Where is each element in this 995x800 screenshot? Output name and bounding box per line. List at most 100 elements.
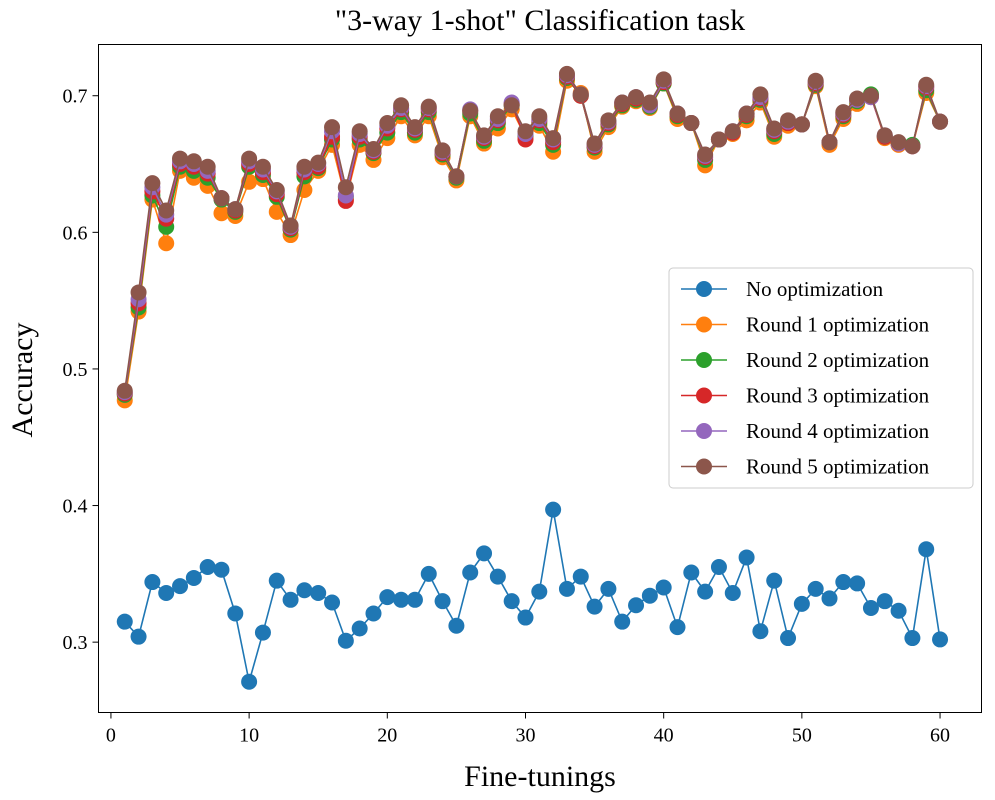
data-point: [268, 572, 285, 589]
y-axis-label: Accuracy: [6, 323, 39, 438]
data-point: [282, 217, 299, 234]
data-point: [296, 158, 313, 175]
legend-label: Round 3 optimization: [746, 384, 930, 408]
legend-item: Round 5 optimization: [681, 455, 930, 479]
legend-marker: [696, 316, 712, 333]
data-point: [130, 284, 147, 301]
data-point: [296, 582, 313, 599]
data-point: [849, 90, 866, 107]
data-point: [876, 593, 893, 610]
data-point: [227, 605, 244, 622]
x-tick-label: 60: [930, 725, 950, 747]
data-point: [697, 583, 714, 600]
data-point: [268, 181, 285, 198]
data-point: [324, 119, 341, 136]
data-point: [158, 584, 175, 601]
legend-item: Round 1 optimization: [681, 313, 930, 337]
data-point: [780, 630, 797, 647]
data-point: [116, 613, 133, 630]
data-point: [213, 190, 230, 207]
data-point: [738, 549, 755, 566]
data-point: [572, 568, 589, 585]
data-point: [365, 141, 382, 157]
data-point: [144, 175, 161, 192]
data-point: [628, 597, 645, 614]
data-point: [213, 561, 230, 578]
data-point: [821, 590, 838, 607]
data-point: [600, 580, 617, 597]
data-point: [406, 119, 423, 136]
data-point: [724, 123, 741, 140]
data-point: [932, 113, 949, 130]
data-point: [172, 150, 189, 167]
data-point: [337, 632, 354, 649]
data-point: [434, 142, 451, 159]
data-point: [406, 591, 423, 608]
data-point: [724, 584, 741, 601]
data-point: [918, 541, 935, 558]
data-point: [655, 579, 672, 596]
x-tick-label: 30: [515, 725, 535, 747]
data-point: [254, 624, 271, 641]
data-point: [545, 130, 562, 147]
x-tick-label: 0: [106, 725, 116, 747]
data-point: [434, 593, 451, 610]
data-point: [489, 568, 506, 585]
data-point: [379, 589, 396, 606]
data-point: [448, 168, 465, 185]
data-point: [710, 131, 727, 148]
legend-marker: [696, 387, 712, 404]
data-point: [144, 574, 161, 591]
series-layer: [116, 65, 949, 690]
data-point: [351, 620, 368, 637]
x-tick-label: 50: [792, 725, 812, 747]
legend-marker: [696, 423, 712, 439]
data-point: [807, 72, 824, 89]
x-axis-label: Fine-tunings: [464, 760, 616, 793]
data-point: [545, 501, 562, 518]
data-point: [793, 595, 810, 612]
data-point: [683, 115, 700, 132]
y-tick-label: 0.6: [63, 222, 88, 244]
data-point: [337, 179, 354, 196]
axis-ticks: 0 10 20 30 40 50 60 0.3 0.4 0.5 0.6 0.7: [63, 86, 951, 747]
data-point: [282, 591, 299, 608]
data-point: [890, 134, 907, 151]
data-point: [365, 605, 382, 622]
data-point: [849, 575, 866, 592]
data-point: [462, 564, 479, 581]
data-point: [489, 108, 506, 125]
data-point: [641, 587, 658, 604]
data-point: [904, 138, 921, 155]
data-point: [793, 116, 810, 133]
data-point: [420, 98, 437, 115]
data-point: [835, 574, 852, 591]
data-point: [669, 619, 686, 636]
data-point: [379, 115, 396, 132]
data-point: [158, 202, 175, 219]
data-point: [241, 673, 258, 690]
y-tick-label: 0.4: [63, 496, 88, 518]
data-point: [420, 565, 437, 582]
data-point: [503, 593, 520, 610]
legend-label: Round 2 optimization: [746, 348, 930, 372]
legend-label: No optimization: [746, 277, 884, 301]
legend: No optimization Round 1 optimization Round…: [668, 267, 974, 489]
y-tick-label: 0.5: [63, 359, 88, 381]
data-point: [710, 559, 727, 576]
data-point: [641, 94, 658, 111]
data-point: [862, 87, 879, 104]
series-round-5: [116, 65, 949, 399]
legend-marker: [696, 458, 712, 475]
data-point: [310, 584, 327, 601]
data-point: [890, 602, 907, 619]
data-point: [185, 569, 202, 586]
legend-item: Round 3 optimization: [681, 384, 930, 408]
data-point: [199, 158, 216, 175]
legend-item: No optimization: [681, 277, 884, 301]
legend-item: Round 4 optimization: [681, 419, 930, 443]
data-point: [324, 594, 341, 611]
chart-title: "3-way 1-shot" Classification task: [335, 4, 745, 37]
data-point: [738, 105, 755, 122]
